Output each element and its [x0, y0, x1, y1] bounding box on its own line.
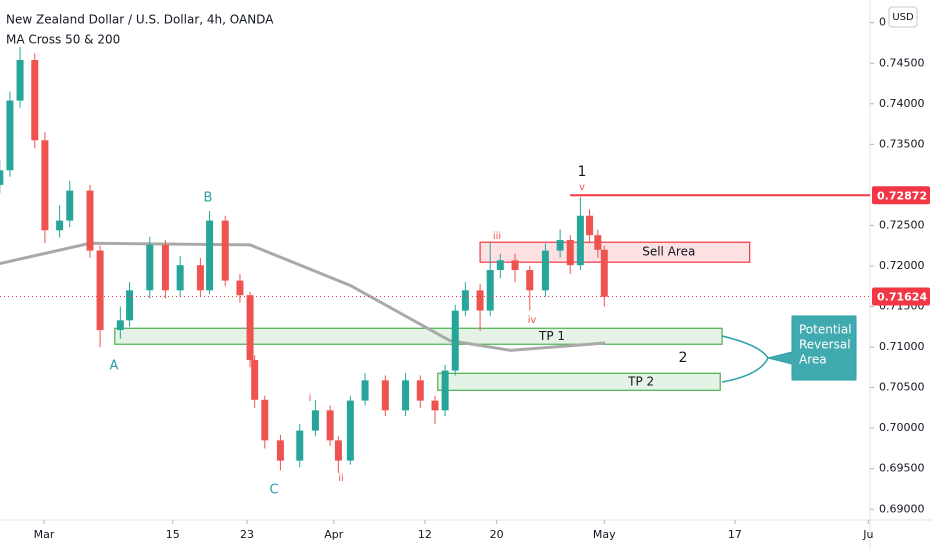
candle-body: [41, 140, 49, 231]
candle-body: [246, 295, 254, 361]
candle-body: [361, 380, 369, 401]
candle-body: [96, 250, 104, 331]
candle-body: [496, 260, 504, 271]
price-label: 0.72872: [877, 189, 927, 202]
candle-body: [441, 370, 449, 411]
zone: [114, 327, 723, 345]
y-tick-label: 0.69500: [879, 462, 925, 475]
zone: [479, 241, 751, 263]
chart-subtitle: MA Cross 50 & 200: [6, 33, 120, 47]
price-label-box: [872, 186, 930, 205]
wave-label: 2: [679, 350, 688, 366]
candle-body: [176, 265, 184, 291]
candle-body: [16, 60, 24, 101]
x-tick-label: 12: [418, 528, 432, 541]
candle-body: [416, 380, 424, 401]
candle-body: [56, 220, 64, 231]
zone: [437, 372, 721, 391]
candle-body: [196, 265, 204, 291]
wave-label: ii: [338, 473, 344, 484]
y-tick-label: 0: [879, 16, 886, 29]
candle-body: [251, 360, 259, 400]
candle-body: [334, 440, 342, 461]
currency-label: USD: [892, 12, 914, 23]
candle-body: [86, 190, 94, 251]
x-tick-label: 23: [240, 528, 254, 541]
candle-body: [346, 400, 354, 461]
zone-label: Sell Area: [642, 245, 695, 259]
candle-body: [556, 240, 564, 251]
wave-label: iv: [528, 315, 537, 326]
wave-label: v: [579, 182, 585, 193]
y-tick-label: 0.69000: [879, 502, 925, 515]
axes: 0 0.74500 0.74000 0.73500 0.72500 0.72000 0.71…: [34, 16, 925, 541]
candle-body: [6, 100, 14, 171]
candle-body: [116, 320, 124, 331]
candle-body: [66, 190, 74, 221]
candle-body: [451, 310, 459, 371]
wave-label: B: [204, 191, 213, 206]
candle-body: [511, 260, 519, 271]
x-tick-label: Mar: [34, 528, 55, 541]
y-tick-label: 0.70000: [879, 421, 925, 434]
y-tick-label: 0.72000: [879, 259, 925, 272]
zone-label: TP 2: [627, 374, 654, 388]
zone-label: TP 1: [538, 329, 565, 343]
chart-title: New Zealand Dollar / U.S. Dollar, 4h, OA…: [6, 13, 274, 27]
candle-body: [126, 290, 134, 321]
candle-body: [431, 400, 439, 411]
candle-body: [276, 440, 284, 461]
y-tick-label: 0.73500: [879, 137, 925, 150]
candle-body: [576, 215, 584, 266]
candle-body: [0, 170, 4, 185]
candle-body: [261, 399, 269, 441]
candle-body: [206, 220, 214, 291]
y-tick-label: 0.71000: [879, 340, 925, 353]
callout-text: Reversal: [799, 338, 851, 352]
callout-box: [767, 315, 857, 381]
y-tick-label: 0.70500: [879, 381, 925, 394]
wave-label: iii: [493, 231, 501, 242]
candle-body: [31, 60, 39, 141]
wave-label: C: [269, 483, 278, 498]
x-tick-label: Apr: [324, 528, 344, 541]
price-label-box: [872, 287, 930, 306]
callout-text: Area: [799, 353, 827, 367]
x-tick-label: May: [593, 528, 616, 541]
candle-body: [236, 280, 244, 296]
candle-body: [476, 290, 484, 311]
candle-body: [296, 430, 304, 461]
y-tick-label: 0.72500: [879, 218, 925, 231]
callout-text: Potential: [799, 323, 852, 337]
candle-body: [381, 380, 389, 411]
candle-body: [161, 244, 169, 291]
wave-label: A: [110, 359, 119, 374]
candle-body: [600, 249, 608, 297]
x-tick-label: 17: [728, 528, 742, 541]
wave-label: i: [309, 393, 312, 404]
candle-body: [594, 235, 602, 250]
candle-body: [566, 240, 574, 266]
y-tick-label: 0.74500: [879, 56, 925, 69]
candle-body: [461, 290, 469, 311]
price-label: 0.71624: [877, 290, 927, 303]
candle-body: [486, 270, 494, 311]
candle-body: [326, 410, 334, 441]
candle-body: [146, 244, 154, 291]
x-tick-label: Ju: [862, 528, 873, 541]
candle-body: [526, 270, 534, 291]
candle-body: [311, 410, 319, 431]
wave-label: 1: [578, 164, 587, 180]
y-tick-label: 0.74000: [879, 97, 925, 110]
candle-body: [221, 220, 229, 281]
candle-body: [541, 250, 549, 291]
candle-body: [402, 380, 410, 411]
currency-button[interactable]: [888, 6, 918, 28]
candle-body: [586, 215, 594, 236]
x-tick-label: 15: [166, 528, 180, 541]
x-tick-label: 20: [490, 528, 504, 541]
